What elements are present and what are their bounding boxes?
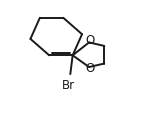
Text: Br: Br [61,79,75,92]
Text: O: O [85,34,94,47]
Text: O: O [85,62,94,75]
